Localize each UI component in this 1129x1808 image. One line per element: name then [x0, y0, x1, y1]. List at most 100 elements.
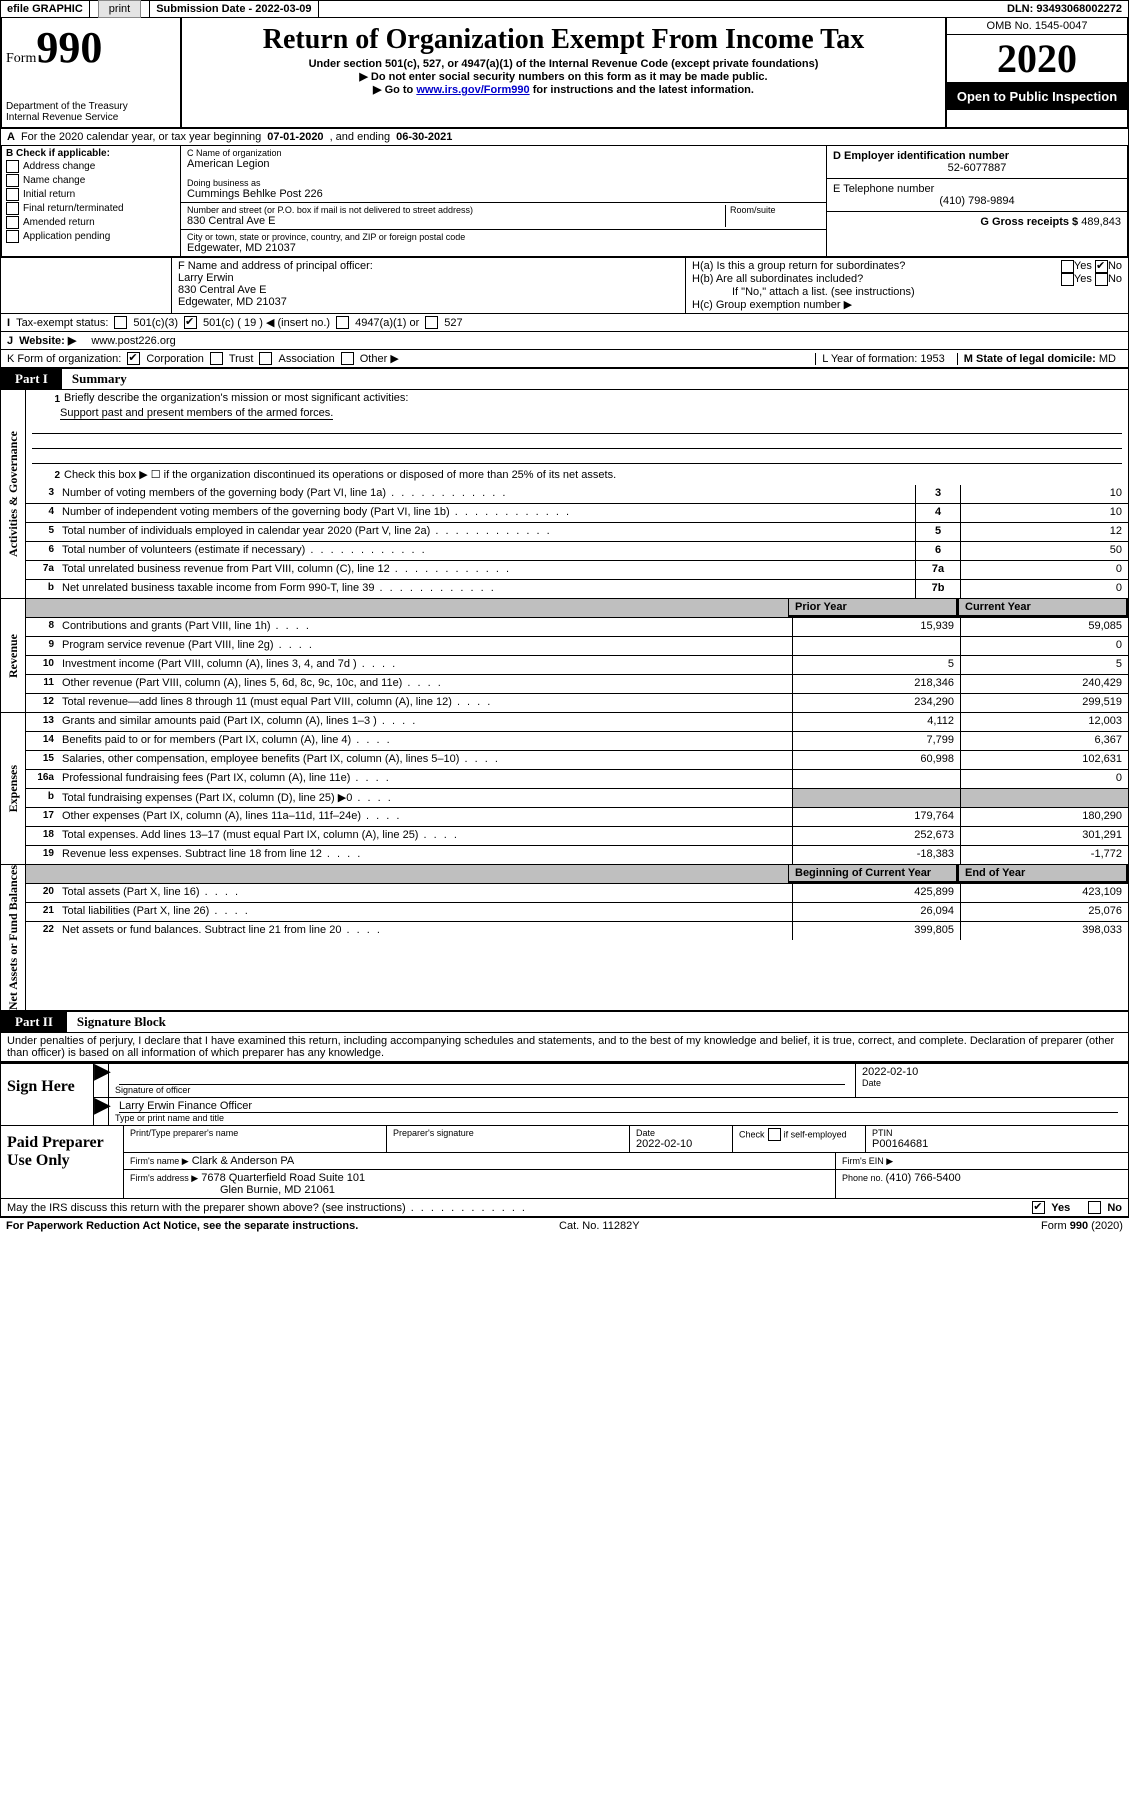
box-f-h: F Name and address of principal officer:… [0, 258, 1129, 314]
officer-addr2: Edgewater, MD 21037 [178, 296, 679, 308]
line-j: JWebsite: ▶ www.post226.org [0, 332, 1129, 350]
summary-line: 8Contributions and grants (Part VIII, li… [26, 618, 1128, 637]
gross-receipts-value: 489,843 [1081, 216, 1121, 228]
checkbox-amended[interactable] [6, 216, 19, 229]
year-formation: 1953 [920, 353, 944, 365]
checkbox-hb-yes[interactable] [1061, 273, 1074, 286]
ein-label: D Employer identification number [833, 150, 1009, 162]
checkbox-527[interactable] [425, 316, 438, 329]
summary-line: 21Total liabilities (Part X, line 26)26,… [26, 903, 1128, 922]
checkbox-corp[interactable] [127, 352, 140, 365]
page-footer: For Paperwork Reduction Act Notice, see … [0, 1217, 1129, 1234]
box-b: B Check if applicable: Address change Na… [2, 146, 181, 256]
col-end-year: End of Year [958, 865, 1128, 883]
ptin-value: P00164681 [872, 1138, 1122, 1150]
firm-addr1: 7678 Quarterfield Road Suite 101 [201, 1172, 365, 1184]
vlabel-rev: Revenue [6, 634, 21, 678]
summary-line: 17Other expenses (Part IX, column (A), l… [26, 808, 1128, 827]
checkbox-self-employed[interactable] [768, 1128, 781, 1141]
checkbox-address-change[interactable] [6, 160, 19, 173]
line-1-answer: Support past and present members of the … [60, 407, 333, 420]
vlabel-exp: Expenses [6, 765, 21, 812]
city-value: Edgewater, MD 21037 [187, 242, 820, 254]
website-value: www.post226.org [91, 335, 175, 347]
dba-label: Doing business as [187, 178, 820, 188]
h-b-note: If "No," attach a list. (see instruction… [692, 286, 1122, 298]
summary-line: 5Total number of individuals employed in… [26, 523, 1128, 542]
checkbox-app-pending[interactable] [6, 230, 19, 243]
summary-line: 22Net assets or fund balances. Subtract … [26, 922, 1128, 940]
summary-line: 7aTotal unrelated business revenue from … [26, 561, 1128, 580]
summary-line: 15Salaries, other compensation, employee… [26, 751, 1128, 770]
checkbox-name-change[interactable] [6, 174, 19, 187]
section-net-assets: Net Assets or Fund Balances Beginning of… [0, 865, 1129, 1011]
firm-name: Clark & Anderson PA [192, 1155, 295, 1167]
checkbox-assoc[interactable] [259, 352, 272, 365]
officer-addr1: 830 Central Ave E [178, 284, 679, 296]
firm-addr2: Glen Burnie, MD 21061 [130, 1184, 335, 1196]
efile-label: efile GRAPHIC [1, 1, 90, 17]
h-c-label: H(c) Group exemption number ▶ [692, 298, 1122, 311]
checkbox-final-return[interactable] [6, 202, 19, 215]
checkbox-trust[interactable] [210, 352, 223, 365]
summary-line: 3Number of voting members of the governi… [26, 485, 1128, 504]
checkbox-discuss-no[interactable] [1088, 1201, 1101, 1214]
sig-officer-label: Signature of officer [115, 1085, 849, 1095]
dba-value: Cummings Behlke Post 226 [187, 188, 820, 200]
print-button[interactable]: print [98, 0, 141, 18]
checkbox-ha-yes[interactable] [1061, 260, 1074, 273]
discuss-line: May the IRS discuss this return with the… [0, 1199, 1129, 1217]
subtitle-3: Go to www.irs.gov/Form990 for instructio… [188, 83, 939, 96]
summary-line: 12Total revenue—add lines 8 through 11 (… [26, 694, 1128, 712]
summary-line: 18Total expenses. Add lines 13–17 (must … [26, 827, 1128, 846]
summary-line: 4Number of independent voting members of… [26, 504, 1128, 523]
paid-preparer-block: Paid Preparer Use Only Print/Type prepar… [0, 1126, 1129, 1199]
footer-catno: Cat. No. 11282Y [559, 1220, 640, 1232]
summary-line: bNet unrelated business taxable income f… [26, 580, 1128, 598]
summary-line: bTotal fundraising expenses (Part IX, co… [26, 789, 1128, 808]
checkbox-501c3[interactable] [114, 316, 127, 329]
box-d-e-g: D Employer identification number 52-6077… [827, 146, 1127, 256]
section-expenses: Expenses 13Grants and similar amounts pa… [0, 713, 1129, 865]
sign-here-label: Sign Here [1, 1064, 94, 1125]
checkbox-4947[interactable] [336, 316, 349, 329]
submission-date: Submission Date - 2022-03-09 [150, 1, 318, 17]
caret-icon: ▶ [94, 1098, 109, 1125]
line-1-question: Briefly describe the organization's miss… [64, 392, 408, 407]
form-header: Form990 Department of the Treasury Inter… [0, 18, 1129, 129]
preparer-date: 2022-02-10 [636, 1138, 726, 1150]
col-prior-year: Prior Year [788, 599, 958, 617]
section-activities-governance: Activities & Governance 1Briefly describ… [0, 390, 1129, 599]
org-name: American Legion [187, 158, 820, 170]
dept-treasury: Department of the Treasury [6, 101, 176, 112]
officer-name: Larry Erwin [178, 272, 679, 284]
vlabel-ag: Activities & Governance [6, 431, 21, 557]
checkbox-501c[interactable] [184, 316, 197, 329]
street-address: 830 Central Ave E [187, 215, 725, 227]
form990-link[interactable]: www.irs.gov/Form990 [416, 84, 529, 96]
phone-label: E Telephone number [833, 183, 1121, 195]
line-2: Check this box ▶ ☐ if the organization d… [64, 468, 616, 483]
summary-line: 14Benefits paid to or for members (Part … [26, 732, 1128, 751]
summary-line: 10Investment income (Part VIII, column (… [26, 656, 1128, 675]
line-a-period: A For the 2020 calendar year, or tax yea… [0, 129, 1129, 146]
checkbox-discuss-yes[interactable] [1032, 1201, 1045, 1214]
tax-year: 2020 [947, 35, 1127, 83]
summary-line: 9Program service revenue (Part VIII, lin… [26, 637, 1128, 656]
org-name-label: C Name of organization [187, 148, 820, 158]
sig-name-label: Type or print name and title [115, 1113, 1122, 1123]
signature-block: Sign Here ▶ Signature of officer 2022-02… [0, 1062, 1129, 1126]
ein-value: 52-6077887 [833, 162, 1121, 174]
checkbox-hb-no[interactable] [1095, 273, 1108, 286]
summary-line: 6Total number of volunteers (estimate if… [26, 542, 1128, 561]
checkbox-initial-return[interactable] [6, 188, 19, 201]
phone-value: (410) 798-9894 [833, 195, 1121, 207]
checkbox-other[interactable] [341, 352, 354, 365]
summary-line: 20Total assets (Part X, line 16)425,8994… [26, 884, 1128, 903]
checkbox-ha-no[interactable] [1095, 260, 1108, 273]
open-to-public: Open to Public Inspection [947, 83, 1127, 110]
city-label: City or town, state or province, country… [187, 232, 820, 242]
preparer-sig-label: Preparer's signature [393, 1128, 623, 1138]
entity-block: B Check if applicable: Address change Na… [0, 146, 1129, 258]
footer-right: Form 990 (2020) [1041, 1220, 1123, 1232]
